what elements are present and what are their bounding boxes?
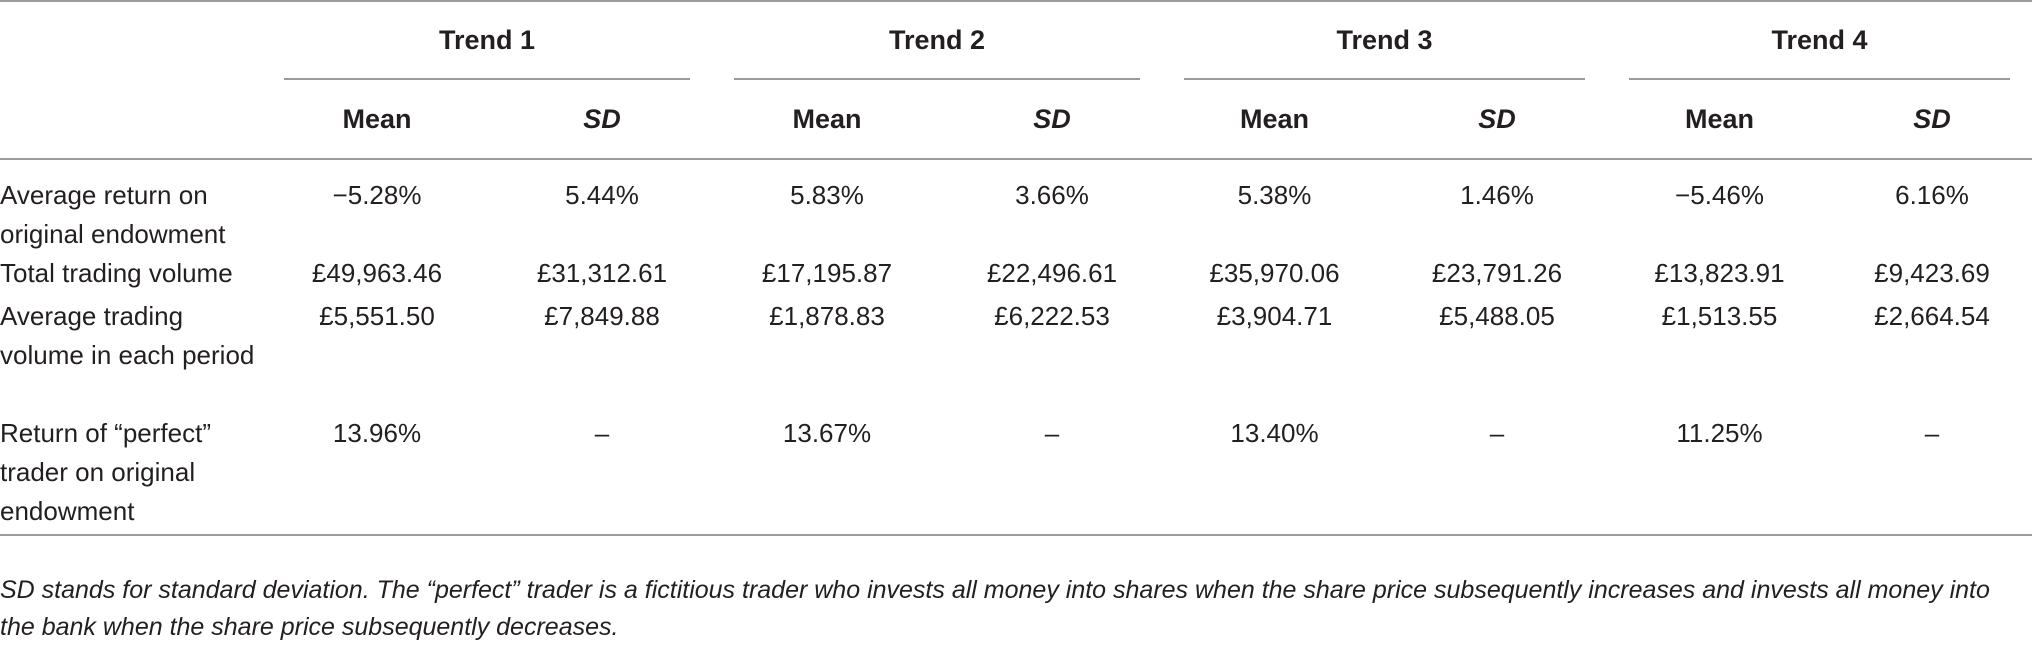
table-cell: £49,963.46 <box>311 258 443 288</box>
table-cell: £6,222.53 <box>994 301 1110 331</box>
table-footnote: SD stands for standard deviation. The “p… <box>0 576 1990 641</box>
table-row: Average return on original endowment −5.… <box>0 159 2032 254</box>
table-cell: 1.46% <box>1460 180 1534 210</box>
table-cell: 13.96% <box>332 418 422 448</box>
table-cell: 5.44% <box>565 180 639 210</box>
group-header-trend-1: Trend 1 <box>262 2 712 80</box>
group-header-trend-4: Trend 4 <box>1607 2 2032 80</box>
table-cell: £35,970.06 <box>1209 258 1340 288</box>
table-row: Return of “perfect” trader on original e… <box>0 414 2032 535</box>
table-row: Total trading volume £49,963.46 £31,312.… <box>0 254 2032 294</box>
corner-cell <box>0 2 262 80</box>
subheader-mean: Mean <box>1607 80 1832 160</box>
table-cell: – <box>1489 418 1505 448</box>
table-cell: 11.25% <box>1676 418 1763 448</box>
subheader-sd: SD <box>1387 80 1607 160</box>
row-label: Return of “perfect” trader on original e… <box>0 418 211 526</box>
table-cell: £7,849.88 <box>544 301 660 331</box>
table-cell: £2,664.54 <box>1874 301 1990 331</box>
table-cell: £9,423.69 <box>1874 258 1990 288</box>
subheader-mean: Mean <box>1162 80 1387 160</box>
table-cell: 13.67% <box>782 418 872 448</box>
subheader-mean: Mean <box>262 80 492 160</box>
subheader-row: Mean SD Mean SD Mean SD Mean SD <box>0 80 2032 160</box>
subheader-sd: SD <box>942 80 1162 160</box>
table-cell: – <box>1044 418 1060 448</box>
table-cell: £5,551.50 <box>319 301 435 331</box>
table-cell: 5.83% <box>790 180 864 210</box>
subheader-sd: SD <box>492 80 712 160</box>
table-cell: £23,791.26 <box>1431 258 1563 288</box>
row-label: Total trading volume <box>0 258 233 288</box>
table-row: Average trading volume in each period £5… <box>0 294 2032 414</box>
group-header-trend-2: Trend 2 <box>712 2 1162 80</box>
table-cell: 13.40% <box>1230 418 1319 448</box>
table-cell: £3,904.71 <box>1216 301 1333 331</box>
table-cell: £1,513.55 <box>1661 301 1778 331</box>
results-table: Trend 1 Trend 2 Trend 3 Trend 4 Mean SD … <box>0 0 2032 537</box>
table-cell: £17,195.87 <box>761 258 893 288</box>
table-cell: £22,496.61 <box>986 258 1118 288</box>
row-label: Average trading volume in each period <box>0 301 255 370</box>
group-header-row: Trend 1 Trend 2 Trend 3 Trend 4 <box>0 2 2032 80</box>
table-cell: £13,823.91 <box>1654 258 1785 288</box>
table-cell: 5.38% <box>1237 180 1312 210</box>
table-cell: −5.46% <box>1675 180 1764 210</box>
row-label: Average return on original endowment <box>0 180 226 249</box>
group-header-trend-3: Trend 3 <box>1162 2 1607 80</box>
table-cell: 3.66% <box>1015 180 1089 210</box>
table-cell: 6.16% <box>1895 180 1969 210</box>
table-cell: £5,488.05 <box>1439 301 1555 331</box>
table-cell: £31,312.61 <box>536 258 668 288</box>
table-cell: −5.28% <box>332 180 422 210</box>
subheader-mean: Mean <box>712 80 942 160</box>
table-cell: – <box>1924 418 1940 448</box>
corner-cell <box>0 80 262 160</box>
table-cell: £1,878.83 <box>769 301 885 331</box>
table-cell: – <box>594 418 610 448</box>
subheader-sd: SD <box>1832 80 2032 160</box>
